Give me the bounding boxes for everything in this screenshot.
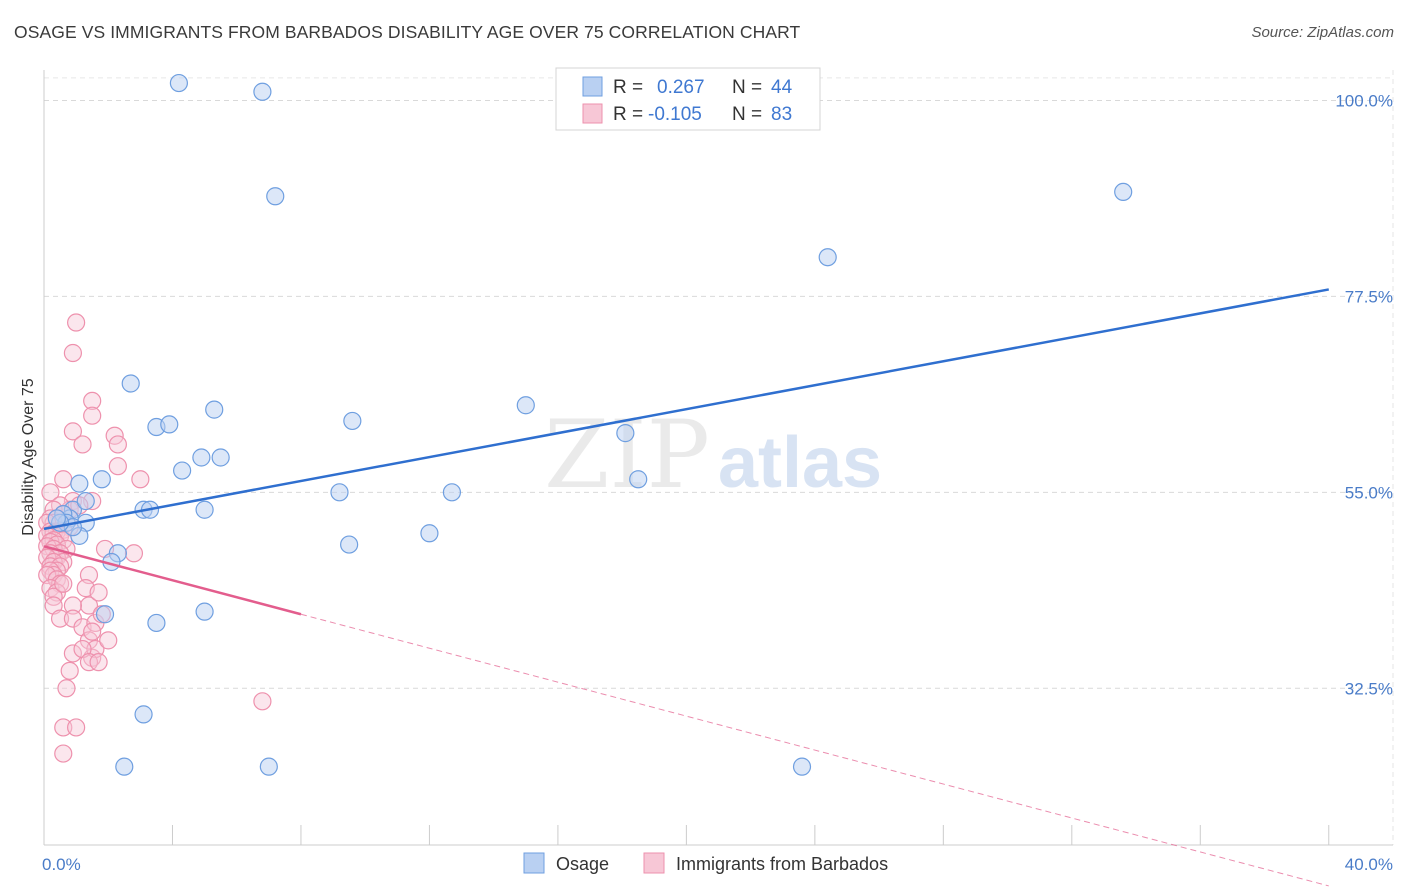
point-barbados-57: [124, 544, 144, 563]
point-barbados-4: [63, 422, 83, 441]
point-osage-16: [211, 448, 230, 467]
legend-box: R = 0.267 N = 44 R = -0.105 N = 83: [555, 67, 821, 131]
bottom-legend-swatch-barbados: [643, 852, 665, 874]
legend-swatch-osage: [582, 76, 603, 97]
legend-r-value-2: -0.105: [648, 104, 702, 125]
point-osage-19: [629, 470, 648, 489]
point-barbados-79: [253, 692, 272, 711]
bottom-legend-osage: Osage: [556, 854, 609, 874]
x-tick-label-0: 0.0%: [42, 855, 81, 874]
x-tick-labels: 0.0% 40.0%: [42, 855, 1393, 874]
point-barbados-7: [108, 435, 127, 454]
x-tick-label-1: 40.0%: [1345, 855, 1393, 874]
point-osage-14: [173, 461, 192, 480]
point-barbados-8: [108, 457, 127, 476]
point-barbados-63: [50, 609, 70, 628]
legend-swatch-barbados: [582, 103, 603, 124]
point-barbados-6: [73, 435, 92, 454]
point-osage-39: [147, 613, 166, 633]
point-barbados-2: [83, 391, 102, 410]
watermark-zip: ZIP: [544, 401, 710, 510]
point-osage-8: [205, 400, 224, 419]
point-osage-11: [616, 424, 635, 443]
point-osage-2: [266, 187, 285, 206]
legend-n-label-1: N =: [732, 77, 767, 98]
point-barbados-61: [63, 596, 83, 615]
series-osage-points: [47, 73, 1133, 776]
trend-line-osage: [43, 288, 1329, 531]
point-barbados-0: [67, 313, 86, 332]
point-osage-38: [195, 602, 214, 621]
point-osage-37: [95, 605, 115, 624]
legend-n-value-1: 44: [771, 77, 793, 98]
point-osage-5: [121, 374, 140, 393]
point-osage-10: [516, 396, 535, 415]
point-barbados-82: [54, 744, 73, 763]
point-barbados-62: [89, 583, 108, 602]
point-barbados-58: [54, 574, 73, 593]
point-osage-42: [259, 757, 278, 776]
point-osage-40: [134, 705, 153, 724]
point-barbados-9: [131, 470, 150, 489]
point-barbados-77: [60, 661, 79, 680]
point-osage-36: [340, 535, 359, 554]
y-tick-label-0: 32.5%: [1345, 679, 1393, 698]
legend-r-label-2: R =: [613, 104, 648, 125]
point-osage-7: [160, 415, 179, 434]
trend-lines: [43, 288, 1329, 887]
point-osage-4: [1114, 182, 1133, 202]
point-osage-43: [792, 757, 812, 776]
point-osage-33: [420, 524, 439, 543]
bottom-legend: Osage Immigrants from Barbados: [523, 852, 888, 874]
point-osage-13: [92, 470, 111, 489]
point-osage-9: [343, 411, 362, 431]
y-tick-label-1: 55.0%: [1345, 483, 1393, 502]
axes: [43, 70, 1393, 846]
point-osage-0: [169, 73, 188, 93]
watermark: ZIP atlas: [544, 401, 882, 510]
bottom-legend-barbados: Immigrants from Barbados: [676, 854, 888, 874]
legend-r-label-1: R =: [613, 77, 648, 98]
point-barbados-76: [89, 653, 108, 672]
point-osage-15: [192, 448, 211, 467]
point-barbados-1: [63, 343, 83, 363]
legend-n-label-2: N =: [732, 104, 767, 125]
point-barbados-68: [83, 622, 102, 641]
point-osage-41: [115, 757, 134, 776]
y-tick-label-3: 100.0%: [1335, 91, 1393, 110]
point-osage-17: [442, 483, 462, 502]
y-axis-label: Disability Age Over 75: [20, 378, 37, 536]
chart-title: OSAGE VS IMMIGRANTS FROM BARBADOS DISABI…: [14, 22, 801, 42]
y-tick-labels: 32.5% 55.0% 77.5% 100.0%: [1335, 91, 1393, 698]
source-label: Source: ZipAtlas.com: [1251, 24, 1394, 41]
point-barbados-81: [67, 718, 86, 737]
legend-n-value-2: 83: [771, 104, 792, 125]
point-osage-1: [253, 82, 272, 101]
point-barbados-10: [54, 470, 73, 489]
point-osage-3: [818, 248, 837, 267]
y-tick-label-2: 77.5%: [1345, 287, 1393, 306]
trend-line-barbados-extension: [300, 613, 1329, 887]
watermark-atlas: atlas: [718, 423, 882, 503]
bottom-legend-swatch-osage: [523, 852, 545, 874]
point-barbados-70: [63, 644, 83, 663]
legend-r-value-1: 0.267: [657, 77, 705, 98]
grid-lines: [44, 70, 1394, 845]
point-barbados-60: [79, 596, 99, 615]
point-barbados-11: [41, 483, 60, 502]
point-barbados-73: [99, 631, 118, 650]
point-osage-18: [330, 483, 349, 502]
point-osage-12: [70, 474, 89, 493]
point-barbados-80: [54, 718, 73, 737]
trend-line-barbados: [43, 545, 302, 616]
point-osage-24: [195, 500, 214, 519]
point-barbados-3: [83, 406, 102, 425]
point-osage-21: [76, 491, 95, 511]
point-barbados-75: [79, 653, 99, 672]
point-barbados-78: [57, 679, 76, 698]
